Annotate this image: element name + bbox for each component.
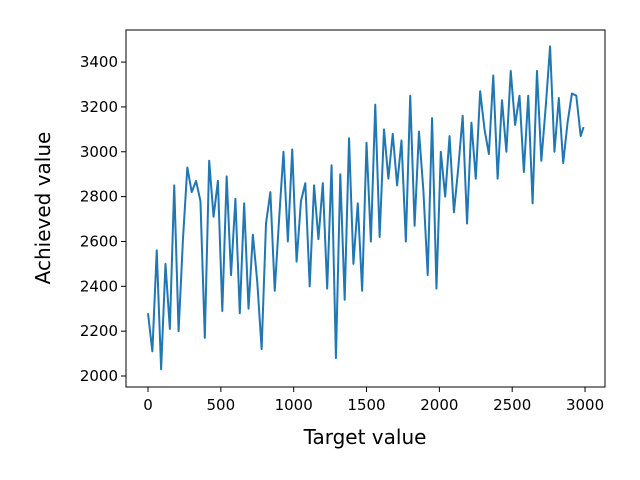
x-tick-label: 2000 bbox=[420, 396, 458, 414]
x-tick-label: 0 bbox=[143, 396, 153, 414]
x-axis-label: Target value bbox=[303, 425, 427, 449]
y-tick-label: 2600 bbox=[80, 232, 118, 250]
y-tick-label: 3400 bbox=[80, 53, 118, 71]
y-axis-label: Achieved value bbox=[31, 132, 55, 285]
y-tick-label: 2000 bbox=[80, 367, 118, 385]
x-tick-label: 1500 bbox=[347, 396, 385, 414]
x-tick-label: 500 bbox=[207, 396, 236, 414]
y-tick-label: 3200 bbox=[80, 98, 118, 116]
y-tick-label: 2400 bbox=[80, 277, 118, 295]
y-tick-label: 2800 bbox=[80, 188, 118, 206]
x-tick-label: 1000 bbox=[275, 396, 313, 414]
x-tick-label: 3000 bbox=[566, 396, 604, 414]
y-tick-label: 3000 bbox=[80, 143, 118, 161]
x-tick-label: 2500 bbox=[493, 396, 531, 414]
y-tick-label: 2200 bbox=[80, 322, 118, 340]
data-line bbox=[147, 45, 585, 371]
plot-frame bbox=[125, 29, 606, 388]
